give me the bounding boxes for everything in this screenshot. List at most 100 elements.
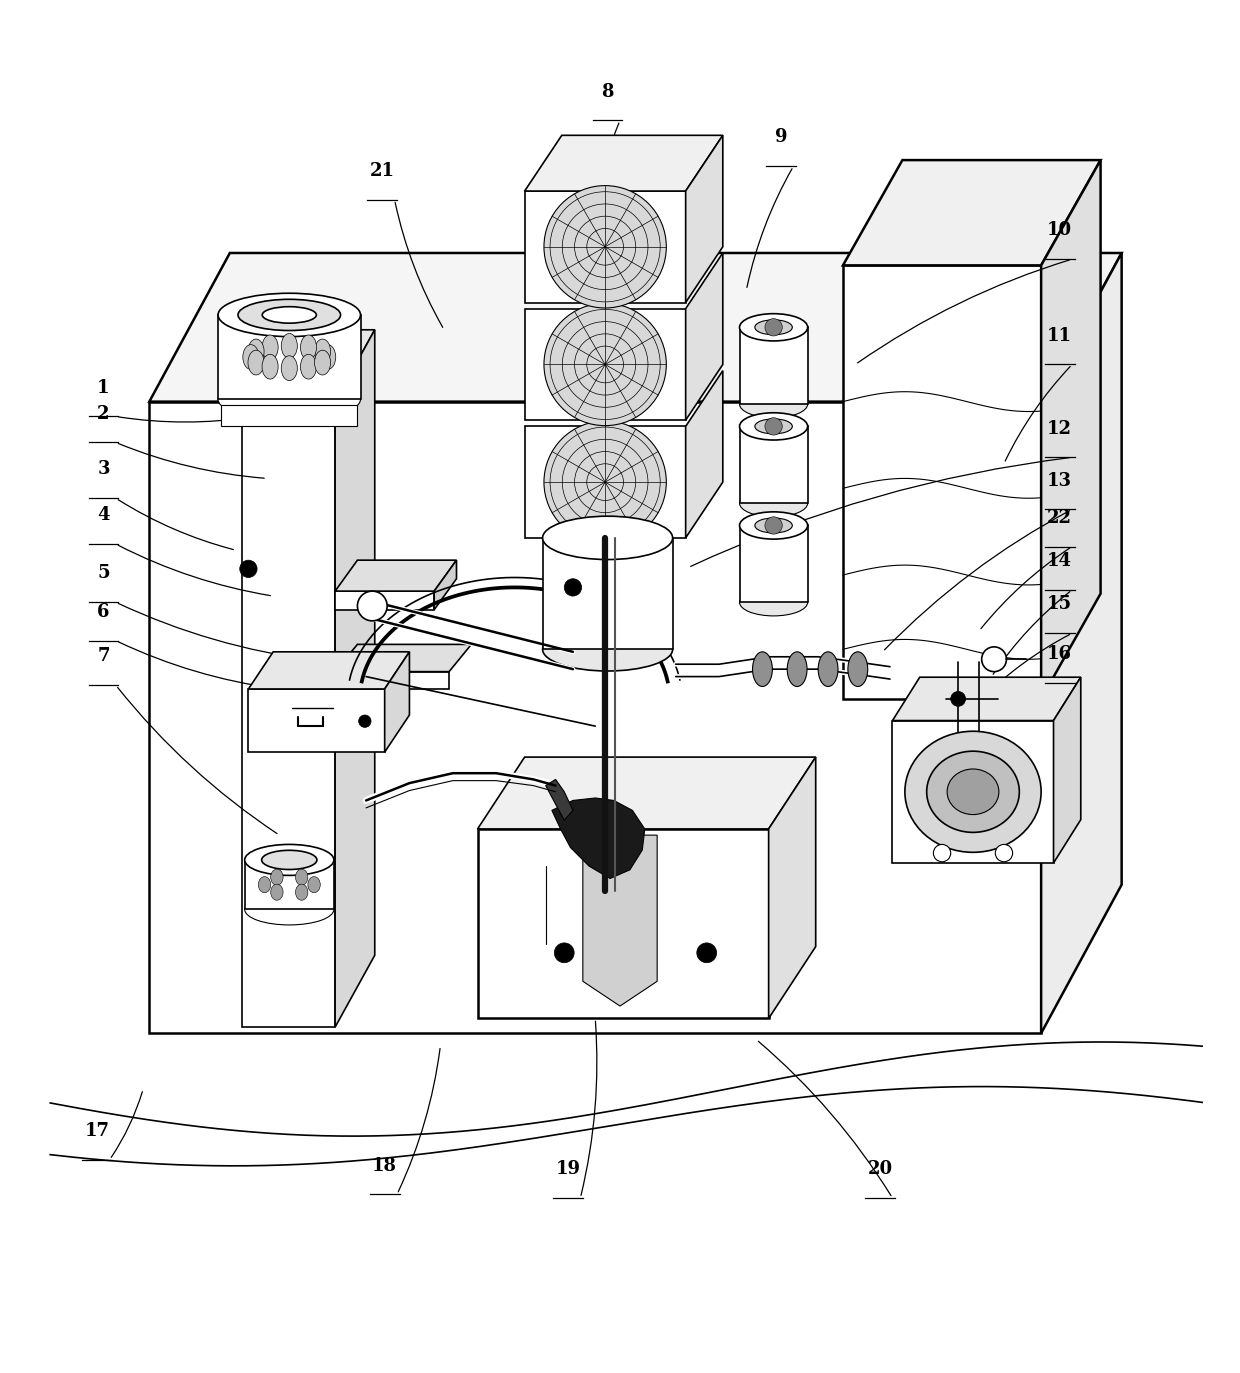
Text: 18: 18 (372, 1156, 397, 1174)
Circle shape (544, 303, 666, 426)
Polygon shape (218, 314, 361, 400)
Polygon shape (525, 191, 686, 302)
Polygon shape (525, 309, 686, 420)
Ellipse shape (218, 378, 361, 420)
Ellipse shape (543, 516, 672, 560)
Ellipse shape (262, 354, 278, 379)
Polygon shape (893, 721, 1054, 864)
Ellipse shape (739, 390, 807, 417)
Ellipse shape (926, 751, 1019, 832)
Polygon shape (242, 402, 335, 1027)
Text: 19: 19 (556, 1160, 580, 1178)
Text: 2: 2 (97, 405, 110, 423)
Text: 7: 7 (97, 648, 110, 666)
Ellipse shape (262, 850, 317, 869)
Polygon shape (525, 136, 723, 191)
Text: 13: 13 (1048, 471, 1073, 490)
Text: 8: 8 (601, 82, 614, 100)
Circle shape (564, 579, 582, 596)
Text: 22: 22 (1048, 509, 1073, 527)
Polygon shape (335, 671, 449, 689)
Ellipse shape (238, 299, 341, 331)
Ellipse shape (739, 512, 807, 540)
Polygon shape (1054, 677, 1081, 864)
Polygon shape (739, 427, 807, 503)
Circle shape (544, 422, 666, 544)
Polygon shape (335, 644, 471, 671)
Ellipse shape (787, 652, 807, 686)
Ellipse shape (262, 306, 316, 323)
Polygon shape (149, 253, 1122, 402)
Text: 21: 21 (370, 162, 394, 180)
Polygon shape (525, 427, 686, 538)
Text: 20: 20 (868, 1160, 893, 1178)
Ellipse shape (315, 350, 331, 375)
Ellipse shape (248, 339, 264, 364)
Ellipse shape (243, 345, 259, 369)
Circle shape (357, 592, 387, 621)
Ellipse shape (262, 335, 278, 360)
Text: 15: 15 (1047, 596, 1073, 614)
Polygon shape (843, 265, 1042, 699)
Polygon shape (1042, 253, 1122, 1034)
Polygon shape (384, 652, 409, 752)
Text: 17: 17 (84, 1122, 110, 1140)
Circle shape (951, 692, 966, 706)
Polygon shape (248, 689, 384, 752)
Ellipse shape (320, 345, 336, 369)
Ellipse shape (300, 335, 316, 360)
Circle shape (996, 844, 1013, 862)
Polygon shape (1042, 161, 1101, 699)
Polygon shape (477, 757, 816, 829)
Polygon shape (893, 677, 1081, 721)
Text: 16: 16 (1048, 645, 1073, 663)
Circle shape (239, 560, 257, 578)
Text: 1: 1 (97, 379, 110, 397)
Polygon shape (552, 798, 645, 879)
Polygon shape (769, 757, 816, 1019)
Ellipse shape (270, 869, 283, 886)
Ellipse shape (905, 732, 1042, 853)
Ellipse shape (270, 884, 283, 901)
Circle shape (544, 185, 666, 308)
Circle shape (934, 844, 951, 862)
Polygon shape (546, 780, 573, 820)
Polygon shape (335, 330, 374, 1027)
Polygon shape (686, 136, 723, 302)
Text: 12: 12 (1048, 420, 1073, 438)
Ellipse shape (739, 413, 807, 439)
Ellipse shape (315, 339, 331, 364)
Ellipse shape (218, 294, 361, 336)
Ellipse shape (300, 354, 316, 379)
Ellipse shape (308, 876, 320, 892)
Polygon shape (543, 538, 672, 649)
Polygon shape (335, 592, 434, 610)
Ellipse shape (244, 894, 334, 925)
Ellipse shape (248, 350, 264, 375)
Ellipse shape (739, 313, 807, 341)
Polygon shape (335, 560, 456, 592)
Ellipse shape (258, 876, 270, 892)
Polygon shape (221, 405, 357, 427)
Ellipse shape (818, 652, 838, 686)
Circle shape (358, 715, 371, 728)
Polygon shape (242, 330, 374, 402)
Polygon shape (843, 161, 1101, 265)
Circle shape (982, 647, 1007, 671)
Circle shape (765, 417, 782, 435)
Text: 6: 6 (97, 603, 110, 621)
Circle shape (765, 516, 782, 534)
Polygon shape (244, 859, 334, 909)
Ellipse shape (848, 652, 868, 686)
Ellipse shape (295, 884, 308, 901)
Text: 5: 5 (97, 564, 110, 582)
Ellipse shape (739, 490, 807, 516)
Circle shape (765, 319, 782, 336)
Ellipse shape (543, 627, 672, 671)
Polygon shape (739, 327, 807, 404)
Polygon shape (149, 402, 1042, 1034)
Ellipse shape (295, 869, 308, 886)
Text: 11: 11 (1048, 327, 1073, 345)
Ellipse shape (281, 334, 298, 358)
Text: 3: 3 (97, 460, 110, 478)
